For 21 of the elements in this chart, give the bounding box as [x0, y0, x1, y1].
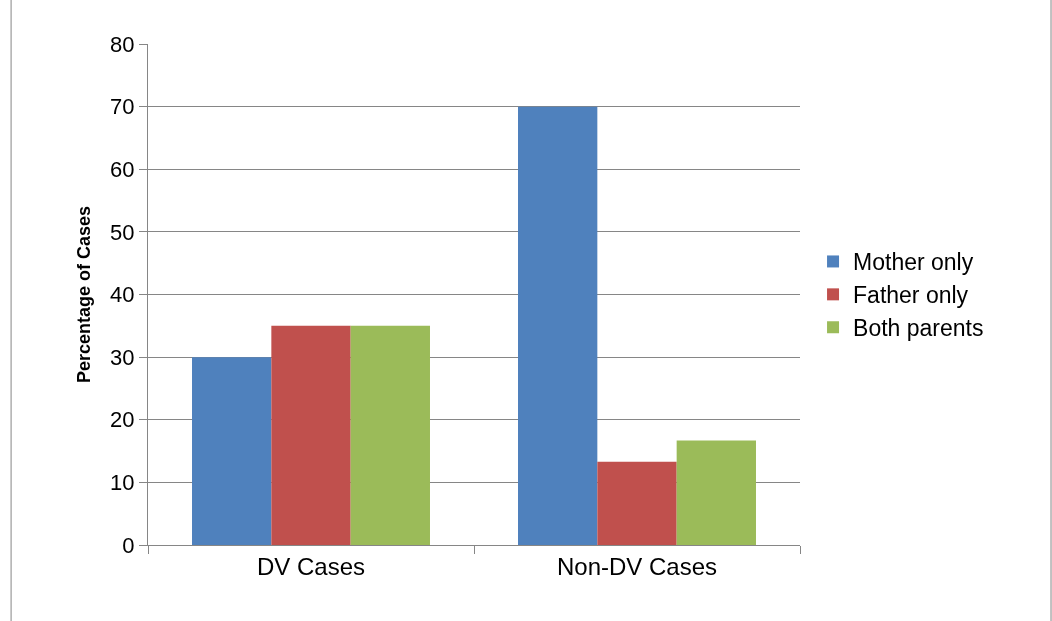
legend-label: Both parents [853, 315, 984, 342]
legend-label: Father only [853, 282, 969, 309]
bar [350, 325, 430, 545]
y-axis-title: Percentage of Cases [74, 205, 95, 384]
y-tick-label: 10 [110, 470, 135, 496]
x-tick-label: Non-DV Cases [556, 552, 718, 580]
y-tick-label: 60 [110, 156, 135, 182]
bar [192, 357, 272, 545]
legend-label: Mother only [853, 249, 974, 276]
bar [597, 461, 677, 545]
y-tick-label: 20 [110, 407, 135, 433]
bar [676, 440, 756, 545]
y-tick-label: 50 [110, 219, 135, 245]
y-tick-label: 30 [110, 344, 135, 370]
y-tick-label: 80 [110, 31, 135, 57]
y-tick-label: 0 [122, 532, 135, 558]
x-tick-label: DV Cases [256, 552, 366, 580]
y-tick-label: 70 [110, 94, 135, 120]
y-tick-label: 40 [110, 282, 135, 308]
bar [518, 106, 598, 545]
bar [271, 325, 351, 545]
